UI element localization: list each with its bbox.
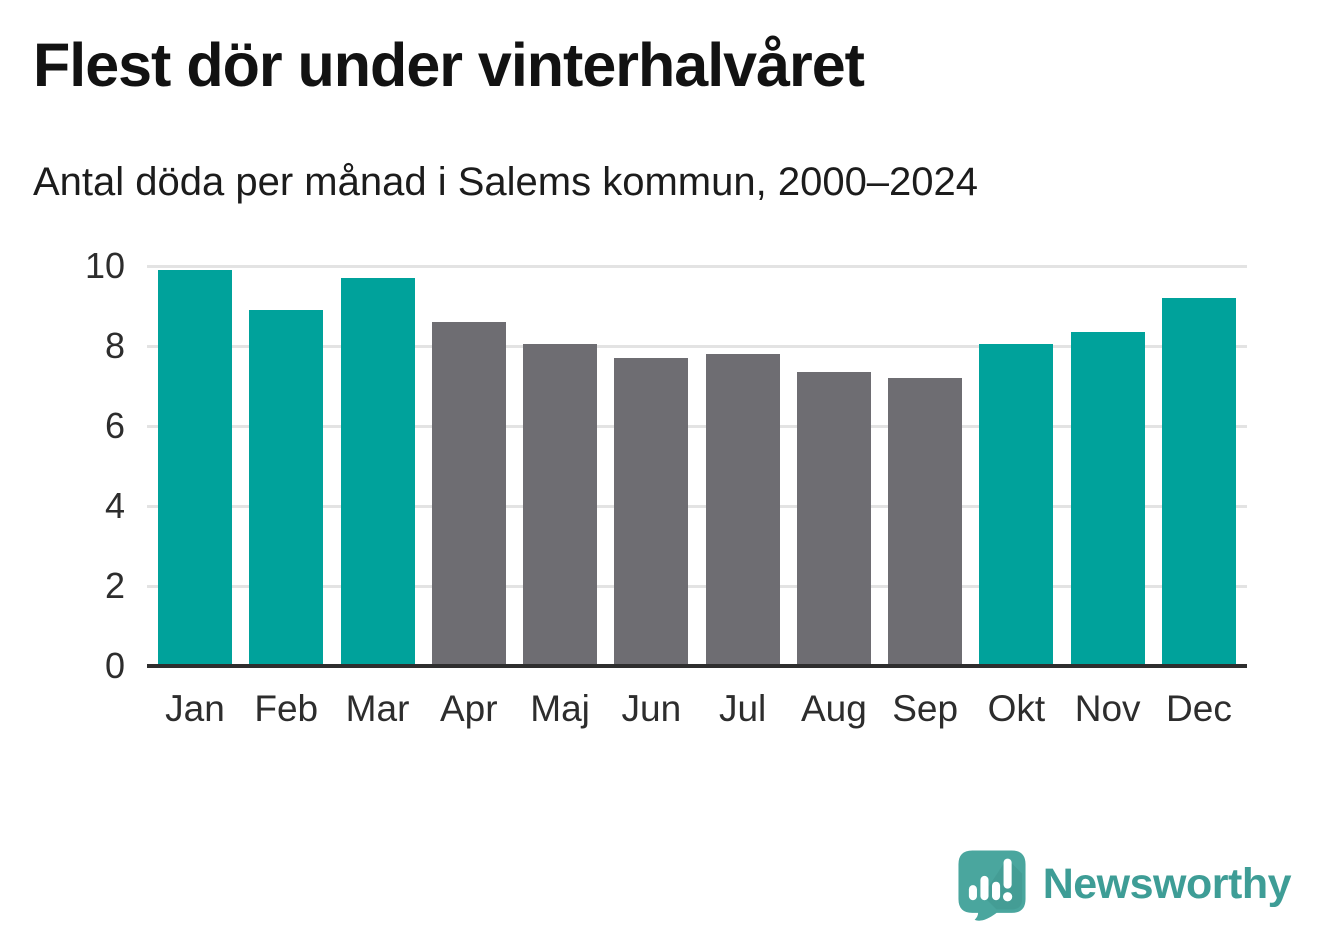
x-tick-label-nov: Nov bbox=[1074, 688, 1141, 729]
x-axis-line bbox=[147, 664, 1247, 668]
chart-title: Flest dör under vinterhalvåret bbox=[33, 31, 865, 99]
gridline-y-2 bbox=[147, 584, 1247, 588]
x-tick-label-sep: Sep bbox=[892, 688, 959, 729]
gridline-y-4 bbox=[147, 504, 1247, 508]
x-tick-label-dec: Dec bbox=[1166, 688, 1232, 729]
y-tick-label-2: 2 bbox=[104, 565, 125, 606]
y-axis: 0 2 4 6 8 10 bbox=[33, 245, 125, 684]
newsworthy-logo-icon bbox=[958, 850, 1026, 921]
bar-column-dec: Dec bbox=[1161, 250, 1236, 729]
bar-jul bbox=[705, 354, 780, 666]
gridline-y-6 bbox=[147, 424, 1247, 428]
gridline-y-8 bbox=[147, 344, 1247, 348]
x-tick-label-aug: Aug bbox=[800, 688, 867, 729]
bar-nov bbox=[1070, 332, 1145, 666]
bar-column-jul: Jul bbox=[705, 250, 780, 729]
bar-column-okt: Okt bbox=[979, 250, 1054, 729]
x-tick-label-apr: Apr bbox=[440, 688, 498, 729]
y-tick-label-6: 6 bbox=[104, 405, 125, 446]
bar-dec bbox=[1161, 298, 1236, 666]
bar-column-aug: Aug bbox=[796, 250, 871, 729]
bar-jan bbox=[158, 270, 232, 666]
bar-column-sep: Sep bbox=[888, 250, 963, 729]
bar-chart-plot: Jan Feb Mar Apr Maj Jun Jul Aug Sep Okt Nov Dec bbox=[147, 250, 1247, 729]
y-tick-label-4: 4 bbox=[104, 485, 125, 526]
bar-okt bbox=[979, 344, 1054, 666]
x-tick-label-maj: Maj bbox=[530, 688, 590, 729]
y-tick-label-0: 0 bbox=[104, 645, 125, 686]
bar-maj bbox=[523, 344, 598, 666]
bar-feb bbox=[249, 310, 324, 666]
bar-mar bbox=[340, 278, 415, 666]
bar-column-apr: Apr bbox=[431, 250, 506, 729]
bar-apr bbox=[431, 322, 506, 666]
y-tick-label-10: 10 bbox=[84, 245, 125, 286]
bar-column-maj: Maj bbox=[523, 250, 598, 729]
chart-subtitle: Antal döda per månad i Salems kommun, 20… bbox=[33, 160, 979, 204]
gridline-y-10 bbox=[147, 264, 1247, 268]
y-tick-label-8: 8 bbox=[104, 325, 125, 366]
bar-column-jun: Jun bbox=[614, 250, 689, 729]
bar-jun bbox=[614, 358, 689, 666]
brand-footer: Newsworthy bbox=[955, 847, 1292, 921]
bar-aug bbox=[796, 372, 871, 666]
x-tick-label-feb: Feb bbox=[254, 688, 319, 729]
bar-sep bbox=[888, 378, 963, 666]
x-tick-label-jan: Jan bbox=[165, 688, 225, 729]
x-tick-label-jun: Jun bbox=[621, 688, 682, 729]
x-tick-label-jul: Jul bbox=[718, 688, 767, 729]
bar-column-jan: Jan bbox=[158, 250, 232, 729]
bar-column-nov: Nov bbox=[1070, 250, 1145, 729]
bar-series: Jan Feb Mar Apr Maj Jun Jul Aug Sep Okt Nov Dec bbox=[147, 250, 1247, 729]
bar-column-mar: Mar bbox=[340, 250, 415, 729]
bar-column-feb: Feb bbox=[249, 250, 324, 729]
x-tick-label-mar: Mar bbox=[345, 688, 410, 729]
brand-name: Newsworthy bbox=[1042, 859, 1292, 908]
x-tick-label-okt: Okt bbox=[987, 688, 1046, 729]
